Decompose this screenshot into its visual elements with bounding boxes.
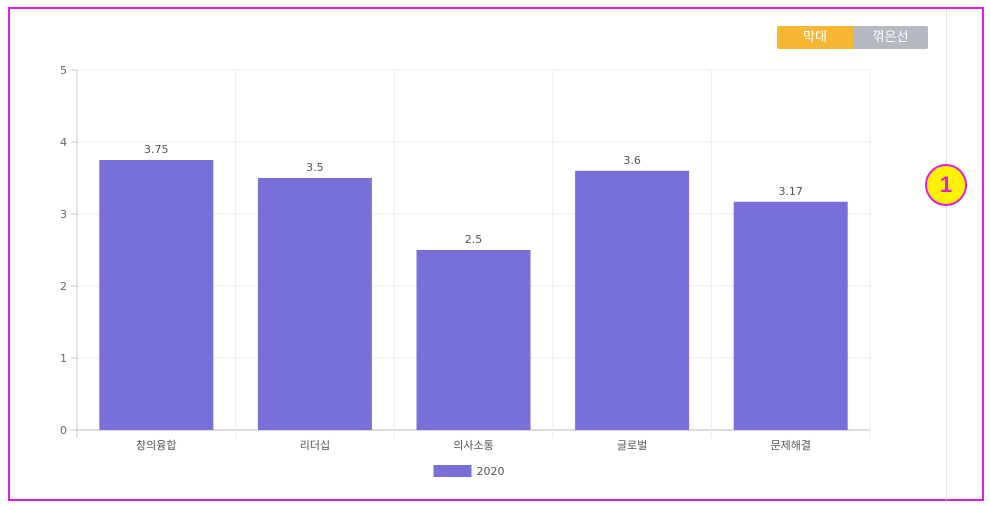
x-tick-label: 글로벌 xyxy=(617,439,647,452)
chart-type-toggle: 막대 꺾은선 xyxy=(777,26,928,49)
line-chart-button[interactable]: 꺾은선 xyxy=(853,26,928,49)
bar-3 xyxy=(416,250,531,430)
panel-divider xyxy=(946,9,947,500)
y-tick-label: 5 xyxy=(60,64,67,77)
legend-swatch xyxy=(433,465,472,477)
y-tick-label: 4 xyxy=(60,136,67,149)
bar-1 xyxy=(99,160,214,430)
data-label: 2.5 xyxy=(465,233,483,246)
x-tick-label: 창의융합 xyxy=(136,439,176,452)
legend-label: 2020 xyxy=(477,465,505,478)
bar-4 xyxy=(575,170,690,431)
bar-5 xyxy=(733,201,848,430)
highlight-frame xyxy=(8,7,984,501)
bar-chart-button[interactable]: 막대 xyxy=(777,26,853,49)
data-label: 3.17 xyxy=(778,185,803,198)
x-tick-label: 문제해결 xyxy=(770,438,810,452)
y-tick-label: 1 xyxy=(60,352,67,365)
x-tick-label: 의사소통 xyxy=(453,439,493,452)
bar-2 xyxy=(257,178,372,430)
data-label: 3.6 xyxy=(623,154,641,167)
y-tick-label: 0 xyxy=(60,424,67,437)
data-label: 3.75 xyxy=(144,143,169,156)
annotation-marker: 1 xyxy=(925,164,967,206)
y-tick-label: 2 xyxy=(60,280,67,293)
x-tick-label: 리더십 xyxy=(300,439,330,452)
y-tick-label: 3 xyxy=(60,208,67,221)
data-label: 3.5 xyxy=(306,161,324,174)
